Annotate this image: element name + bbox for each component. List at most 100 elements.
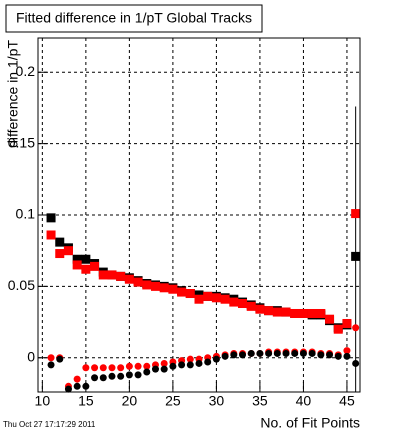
marker-circle: [143, 362, 151, 370]
plot-area: 10 15 20 25 30 35 40 45 0 0.05 0.1 0.15 0.2: [8, 38, 361, 409]
timestamp: Thu Oct 27 17:17:29 2011: [3, 420, 96, 429]
marker-square: [63, 246, 73, 256]
marker-circle: [212, 355, 220, 363]
marker-square: [281, 307, 291, 317]
marker-square: [342, 318, 352, 328]
chart-title: Fitted difference in 1/pT Global Tracks: [16, 10, 252, 26]
marker-circle: [169, 362, 177, 370]
marker-circle: [99, 374, 107, 382]
marker-square: [333, 324, 343, 334]
marker-square: [81, 254, 91, 264]
y-axis-label: difference in 1/pT: [5, 40, 21, 148]
x-tick-label: 10: [35, 393, 51, 409]
marker-circle: [308, 349, 316, 357]
marker-square: [72, 254, 82, 264]
marker-square: [255, 304, 265, 314]
marker-circle: [56, 355, 64, 363]
marker-square: [55, 237, 65, 247]
marker-circle: [186, 361, 194, 369]
marker-square: [55, 249, 65, 259]
marker-circle: [282, 349, 290, 357]
marker-square: [246, 301, 256, 311]
marker-circle: [204, 358, 212, 366]
y-tick-label: 0: [27, 348, 35, 364]
marker-square: [220, 294, 230, 304]
marker-circle: [117, 364, 125, 372]
marker-square: [90, 261, 100, 271]
marker-circle: [82, 364, 90, 372]
marker-square: [238, 299, 248, 308]
marker-square: [81, 264, 91, 274]
y-tick-label: 0.2: [16, 63, 36, 79]
marker-circle: [239, 351, 247, 359]
marker-square: [351, 209, 361, 219]
marker-square: [107, 270, 117, 280]
marker-circle: [117, 372, 125, 380]
x-tick-label: 20: [122, 393, 138, 409]
marker-circle: [91, 364, 99, 372]
marker-circle: [99, 364, 107, 372]
marker-circle: [82, 382, 90, 390]
marker-circle: [221, 352, 229, 360]
marker-square: [264, 306, 274, 316]
marker-circle: [195, 359, 203, 367]
marker-square: [159, 283, 169, 293]
marker-circle: [317, 351, 325, 359]
marker-circle: [64, 385, 72, 393]
marker-circle: [47, 354, 55, 362]
marker-circle: [73, 382, 81, 390]
marker-circle: [299, 349, 307, 357]
marker-circle: [160, 365, 168, 373]
marker-circle: [143, 368, 151, 376]
marker-circle: [134, 362, 142, 370]
marker-square: [116, 271, 126, 281]
marker-circle: [108, 372, 116, 380]
marker-circle: [91, 374, 99, 382]
x-axis-label: No. of Fit Points: [260, 415, 360, 431]
marker-square: [307, 308, 317, 318]
marker-circle: [73, 375, 81, 383]
marker-circle: [326, 351, 334, 359]
marker-circle: [230, 351, 238, 359]
marker-circle: [352, 359, 360, 367]
marker-circle: [334, 352, 342, 360]
marker-circle: [352, 324, 360, 332]
marker-circle: [160, 359, 168, 367]
marker-circle: [343, 347, 351, 355]
marker-square: [229, 297, 239, 307]
marker-circle: [273, 349, 281, 357]
marker-circle: [108, 364, 116, 372]
marker-circle: [256, 349, 264, 357]
marker-square: [325, 314, 335, 324]
marker-square: [272, 307, 282, 317]
marker-circle: [178, 361, 186, 369]
marker-circle: [125, 371, 133, 379]
marker-circle: [291, 349, 299, 357]
marker-square: [168, 284, 178, 294]
x-tick-label: 25: [165, 393, 181, 409]
marker-square: [124, 274, 134, 284]
marker-square: [46, 213, 56, 223]
x-tick-label: 30: [209, 393, 225, 409]
marker-square: [46, 230, 56, 240]
marker-square: [298, 308, 308, 318]
marker-circle: [151, 365, 159, 373]
marker-circle: [343, 352, 351, 360]
frame: [37, 37, 361, 393]
x-tick-label: 15: [78, 393, 94, 409]
y-tick-label: 0.15: [8, 134, 35, 150]
marker-square: [177, 287, 187, 297]
marker-circle: [247, 349, 255, 357]
y-tick-label: 0.05: [8, 277, 35, 293]
marker-square: [194, 294, 204, 304]
marker-circle: [134, 371, 142, 379]
marker-square: [290, 308, 300, 318]
marker-square: [72, 260, 82, 270]
marker-circle: [125, 362, 133, 370]
marker-circle: [47, 361, 55, 369]
marker-square: [133, 277, 143, 287]
x-tick-label: 35: [252, 393, 268, 409]
marker-square: [351, 251, 361, 261]
marker-circle: [186, 355, 194, 363]
